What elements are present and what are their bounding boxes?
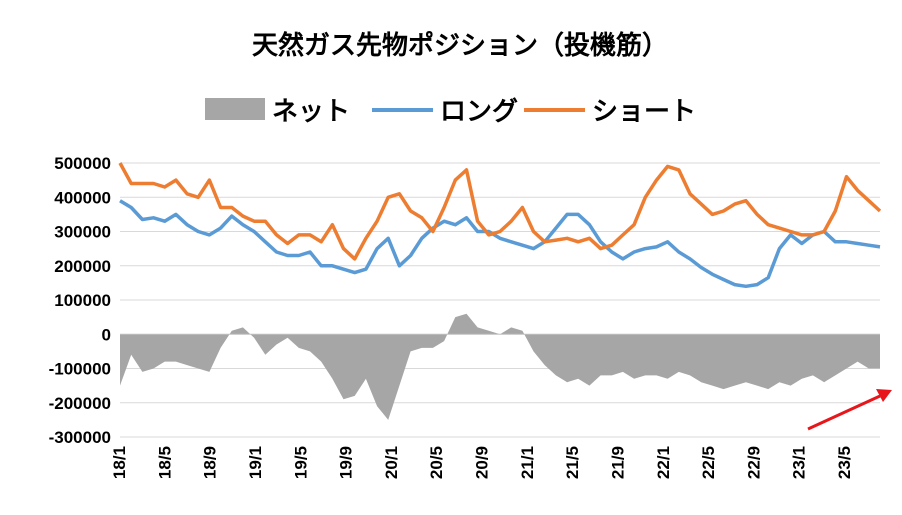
y-tick-label: 200000: [54, 257, 111, 276]
series-net-area: [120, 313, 880, 420]
x-tick-label: 19/9: [337, 446, 356, 479]
x-tick-label: 22/9: [744, 446, 763, 479]
x-tick-label: 20/9: [473, 446, 492, 479]
y-tick-label: -300000: [49, 428, 111, 447]
x-tick-label: 21/9: [608, 446, 627, 479]
trend-arrow-head: [876, 389, 892, 402]
x-tick-label: 18/1: [110, 446, 129, 479]
legend: ネット ロング ショート: [205, 97, 696, 127]
y-tick-label: -200000: [49, 394, 111, 413]
legend-label-short: ショート: [592, 97, 696, 127]
series-long-line: [119, 199, 881, 289]
legend-label-long: ロング: [440, 97, 518, 127]
y-tick-label: 400000: [54, 188, 111, 207]
plot-area: [118, 162, 882, 420]
grid: [120, 162, 880, 438]
x-tick-label: 22/1: [654, 446, 673, 479]
series-short-line: [118, 162, 882, 261]
trend-arrow-shaft: [807, 394, 881, 431]
x-tick-label: 20/1: [382, 446, 401, 479]
trend-arrow: [807, 389, 892, 431]
chart-title: 天然ガス先物ポジション（投機筋）: [252, 30, 668, 61]
x-axis-ticks: 18/1 18/5 18/9 19/1 19/5 19/9 20/1 20/5 20/9 21/1…: [110, 446, 854, 479]
x-tick-label: 18/9: [201, 446, 220, 479]
y-tick-label: -100000: [49, 360, 111, 379]
y-axis-ticks: 500000 400000 300000 200000 100000 0 -100000 -2…: [49, 154, 111, 447]
x-tick-label: 20/5: [427, 446, 446, 479]
x-tick-label: 19/1: [246, 446, 265, 479]
legend-swatch-net: [205, 98, 265, 120]
y-tick-label: 100000: [54, 291, 111, 310]
legend-label-net: ネット: [272, 97, 350, 127]
x-tick-label: 23/1: [790, 446, 809, 479]
x-tick-label: 22/5: [699, 446, 718, 479]
x-tick-label: 21/1: [518, 446, 537, 479]
x-tick-label: 21/5: [563, 446, 582, 479]
x-tick-label: 19/5: [291, 446, 310, 479]
y-tick-label: 0: [102, 325, 111, 344]
y-tick-label: 300000: [54, 223, 111, 242]
x-tick-label: 23/5: [835, 446, 854, 479]
y-tick-label: 500000: [54, 154, 111, 173]
x-tick-label: 18/5: [155, 446, 174, 479]
